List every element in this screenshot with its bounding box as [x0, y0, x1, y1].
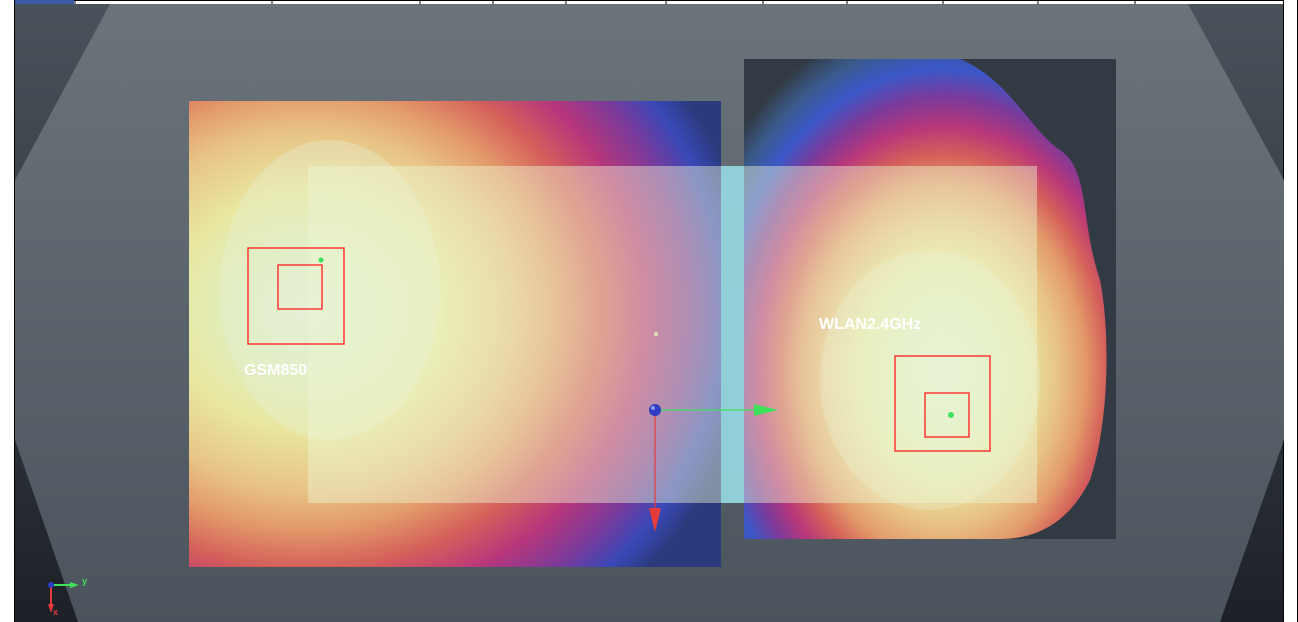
triad-y-label: y	[82, 576, 88, 586]
orientation-triad	[48, 582, 79, 613]
scene-axes	[649, 404, 778, 532]
triad-x-label: x	[53, 607, 59, 617]
wlan-scan-area	[744, 59, 1116, 539]
gsm850-hotspot-marker	[247, 247, 345, 345]
phone-outline-overlay	[308, 166, 1037, 503]
gsm850-scan-area	[189, 101, 721, 567]
wlan-label: WLAN2.4GHz	[819, 316, 922, 333]
phone-center-divider	[721, 166, 744, 503]
gsm850-label: GSM850	[244, 362, 308, 379]
wlan-hotspot-marker	[894, 355, 991, 452]
